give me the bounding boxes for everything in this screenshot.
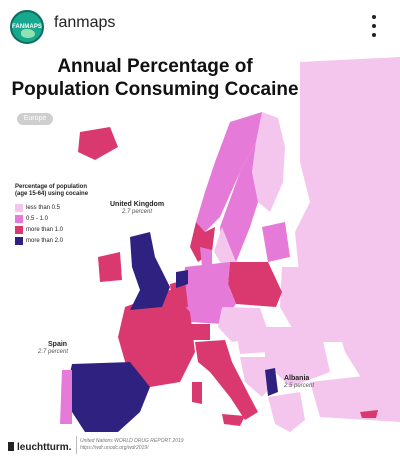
globe-land-icon [21, 29, 35, 38]
callout-uk-name: United Kingdom [110, 201, 165, 208]
footer-divider [76, 436, 77, 454]
footer-source: United Nations WORLD DRUG REPORT 2019 ht… [80, 438, 184, 452]
hungary-slovakia [236, 330, 268, 354]
legend-label: less than 0.5 [26, 205, 61, 211]
callout-albania-value: 2.5 percent [284, 383, 315, 389]
callout-albania-name: Albania [284, 375, 310, 382]
account-name[interactable]: fanmaps [54, 14, 116, 31]
denmark [200, 247, 212, 266]
ireland [98, 252, 122, 282]
europe-map [60, 57, 400, 432]
menu-dot [372, 15, 376, 19]
portugal [60, 370, 72, 424]
albania [265, 368, 278, 396]
leuchtturm-logo-icon [8, 442, 14, 451]
legend-item: less than 0.5 [15, 203, 125, 213]
france [118, 290, 195, 387]
legend-swatch [15, 215, 23, 223]
menu-dot [372, 33, 376, 37]
callout-spain-value: 2.7 percent [38, 349, 69, 355]
source-line1: United Nations WORLD DRUG REPORT 2019 [80, 438, 184, 444]
avatar-label: FANMAPS [12, 24, 43, 30]
finland [252, 112, 285, 212]
legend-label: 0.5 - 1.0 [26, 216, 49, 222]
footer-brand: leuchtturm. [17, 442, 72, 453]
legend-item: more than 1.0 [15, 225, 125, 235]
source-line2: https://wdr.unodc.org/wdr2019/ [80, 445, 149, 451]
post-header: FANMAPS fanmaps [0, 0, 400, 52]
map-title-line1: Annual Percentage of [57, 56, 253, 77]
legend-label: more than 1.0 [26, 227, 64, 233]
balkans-west [240, 357, 275, 397]
russia-region [295, 57, 400, 392]
sweden-south [214, 227, 236, 270]
callout-spain-name: Spain [48, 341, 68, 348]
poland [228, 262, 282, 307]
legend-swatch [15, 204, 23, 212]
italy [195, 340, 258, 420]
callout-uk-value: 2.7 percent [122, 209, 153, 215]
legend-item: more than 2.0 [15, 236, 125, 246]
more-vertical-icon[interactable] [368, 15, 380, 39]
account-avatar[interactable]: FANMAPS [10, 10, 44, 44]
sweden [220, 142, 258, 262]
sardinia [192, 382, 202, 404]
netherlands [176, 270, 188, 288]
switzerland [188, 324, 210, 340]
baltics [262, 222, 290, 262]
iceland [78, 127, 118, 160]
romania-balkans [265, 327, 330, 387]
greece [268, 392, 305, 432]
post-image: Annual Percentage of Population Consumin… [0, 52, 400, 463]
map-title-line2: Population Consuming Cocaine [11, 79, 299, 100]
legend-label: more than 2.0 [26, 238, 64, 244]
legend-item: 0.5 - 1.0 [15, 214, 125, 224]
sicily [222, 414, 245, 426]
map-legend: Percentage of population (age 15-64) usi… [15, 184, 125, 246]
spain [68, 362, 150, 432]
turkey [310, 372, 400, 422]
great-britain [130, 232, 170, 310]
legend-swatch [15, 226, 23, 234]
region-badge: Europe [17, 113, 53, 125]
cyprus [360, 410, 378, 418]
belarus-ukraine [280, 267, 370, 342]
legend-title-line2: (age 15-64) using cocaine [15, 191, 89, 197]
norway [196, 112, 262, 232]
legend-swatch [15, 237, 23, 245]
menu-dot [372, 24, 376, 28]
legend-title-line1: Percentage of population [15, 184, 88, 190]
